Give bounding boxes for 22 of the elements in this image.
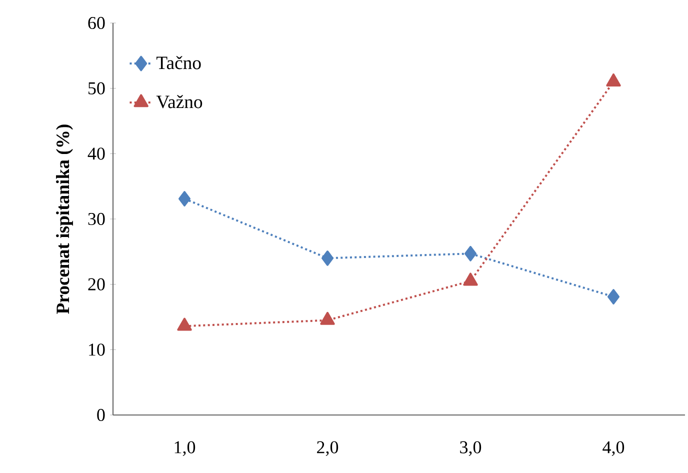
x-tick-label: 1,0 [174, 441, 196, 456]
y-tick-label: 40 [88, 148, 105, 160]
x-tick-label: 2,0 [317, 441, 338, 456]
point [464, 246, 477, 262]
point [178, 191, 191, 206]
point [322, 250, 334, 266]
legend-label: Tačno [156, 56, 201, 70]
legend-label: Važno [156, 95, 202, 108]
y-tick-label: 50 [88, 82, 105, 94]
point [320, 312, 335, 325]
y-tick-label: 30 [88, 212, 105, 226]
point [608, 289, 620, 304]
point [606, 73, 621, 86]
y-tick-label: 20 [88, 278, 105, 290]
y-tick-label: 60 [88, 16, 105, 30]
y-tick-label: 10 [89, 344, 105, 356]
x-tick-label: 3,0 [460, 441, 482, 456]
point [463, 272, 478, 286]
y-axis-title: Procenat ispitanika (%) [56, 124, 73, 314]
x-tick-label: 4,0 [602, 441, 624, 456]
y-tick-label: 0 [97, 408, 105, 422]
point [177, 318, 192, 331]
